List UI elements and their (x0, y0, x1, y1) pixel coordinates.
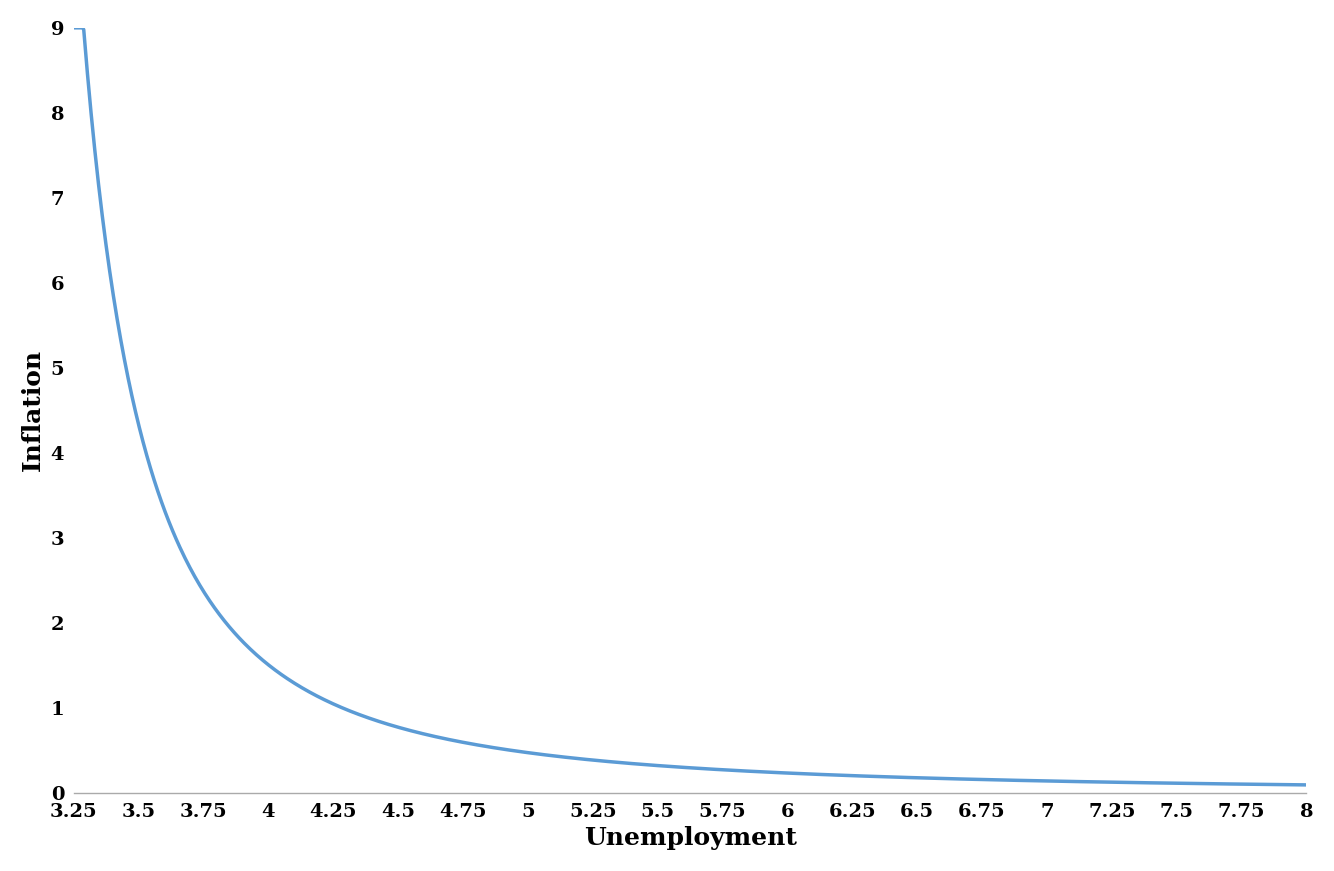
X-axis label: Unemployment: Unemployment (584, 827, 796, 850)
Y-axis label: Inflation: Inflation (21, 349, 45, 471)
